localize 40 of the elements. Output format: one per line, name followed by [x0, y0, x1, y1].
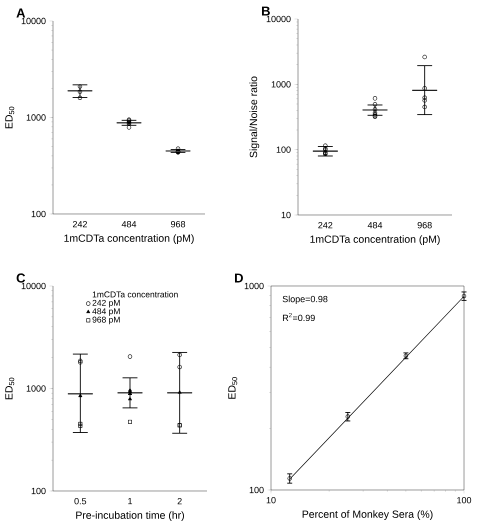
x-tick-label: 968 — [170, 220, 186, 228]
x-tick-label: 484 — [368, 222, 382, 228]
chart-title: C — [16, 273, 26, 283]
x-tick-label: 484 — [122, 220, 136, 228]
legend-label: 242 pM — [92, 300, 120, 308]
y-tick-label: 1000 — [244, 282, 264, 290]
legend-label: 484 pM — [92, 308, 120, 316]
y-tick-label: 10 — [282, 212, 291, 218]
y-tick-label: 10000 — [22, 282, 46, 290]
legend-label: 968 pM — [92, 316, 120, 324]
x-tick-label: 0.5 — [74, 498, 86, 504]
y-tick-label: 10000 — [266, 16, 291, 22]
x-tick-label: 100 — [457, 496, 472, 504]
x-axis-title: Pre-incubation time (hr) — [76, 511, 184, 521]
y-tick-label: 1000 — [26, 385, 46, 392]
y-tick-label: 1000 — [272, 81, 291, 88]
x-axis-title: Percent of Monkey Sera (%) — [302, 510, 433, 520]
y-tick-label: 100 — [32, 210, 46, 218]
chart-title: B — [262, 6, 270, 16]
x-tick-label: 242 — [318, 222, 332, 228]
x-tick-label: 2 — [178, 498, 182, 504]
x-tick-label: 242 — [72, 220, 87, 228]
x-axis-title: 1mCDTa concentration (pM) — [64, 234, 194, 244]
x-tick-label: 968 — [418, 222, 432, 228]
legend-title: 1mCDTa concentration — [92, 291, 178, 298]
x-tick-label: 1 — [128, 498, 132, 504]
y-tick-label: 100 — [32, 488, 46, 494]
annotation: R$^{2}$=0.99 — [282, 312, 315, 322]
y-tick-label: 10000 — [22, 18, 46, 24]
x-axis-title: 1mCDTa concentration (pM) — [310, 235, 440, 245]
y-axis-title: ED$_{50}$ — [228, 377, 238, 399]
chart-title: D — [234, 274, 243, 282]
x-tick-label: 10 — [266, 496, 276, 504]
annotation: Slope=0.98 — [282, 296, 328, 304]
y-tick-label: 1000 — [26, 114, 46, 121]
y-axis-title: ED$_{50}$ — [5, 378, 14, 400]
y-tick-label: 100 — [276, 146, 291, 153]
y-axis-title: Signal/Noise ratio — [249, 76, 260, 158]
y-axis-title: ED$_{50}$ — [5, 106, 14, 128]
chart-title: A — [16, 8, 26, 18]
